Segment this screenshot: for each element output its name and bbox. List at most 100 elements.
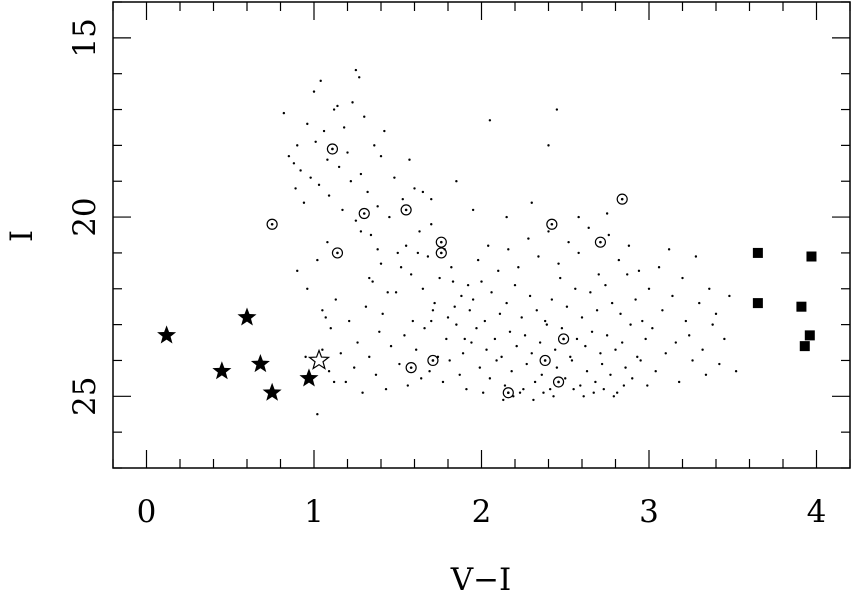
data-point [437, 356, 439, 358]
data-point [333, 381, 335, 383]
data-point [505, 216, 507, 218]
circled-point-center [410, 366, 413, 369]
data-point [328, 194, 330, 196]
data-point [408, 159, 410, 161]
y-axis-label: I [4, 230, 40, 242]
data-point [576, 338, 578, 340]
data-point [475, 327, 477, 329]
data-point [299, 169, 301, 171]
data-point [547, 144, 549, 146]
data-point [343, 126, 345, 128]
data-point [316, 413, 318, 415]
data-point [646, 384, 648, 386]
data-point [323, 130, 325, 132]
data-point [467, 284, 469, 286]
data-point [363, 116, 365, 118]
data-point [618, 259, 620, 261]
data-point [601, 363, 603, 365]
data-point [489, 119, 491, 121]
data-point [544, 320, 546, 322]
data-point [328, 370, 330, 372]
data-point [514, 284, 516, 286]
data-point [577, 252, 579, 254]
data-point [541, 374, 543, 376]
data-point [304, 356, 306, 358]
y-tick-label: 15 [67, 18, 103, 57]
circled-point-center [507, 391, 510, 394]
data-point [375, 374, 377, 376]
data-point [303, 202, 305, 204]
data-point [539, 341, 541, 343]
y-tick-label: 25 [67, 377, 103, 416]
data-point [383, 130, 385, 132]
data-point [356, 341, 358, 343]
data-point [376, 205, 378, 207]
data-point [412, 320, 414, 322]
data-point [688, 334, 690, 336]
data-point [443, 248, 445, 250]
circled-point-center [557, 381, 560, 384]
data-point [340, 352, 342, 354]
data-point [407, 384, 409, 386]
data-point [405, 245, 407, 247]
data-point [623, 384, 625, 386]
data-point [355, 69, 357, 71]
data-point [360, 173, 362, 175]
data-point [577, 216, 579, 218]
data-point [735, 370, 737, 372]
data-point [397, 252, 399, 254]
data-point [447, 316, 449, 318]
data-point [366, 191, 368, 193]
data-point [393, 176, 395, 178]
data-point [504, 384, 506, 386]
data-point [567, 241, 569, 243]
star-point [263, 383, 282, 401]
y-axis-tick-labels: 15 20 25 [67, 18, 103, 416]
data-point [380, 262, 382, 264]
data-point [675, 341, 677, 343]
data-point [708, 288, 710, 290]
data-point [413, 187, 415, 189]
data-point [556, 108, 558, 110]
data-point [371, 280, 373, 282]
data-point [532, 399, 534, 401]
data-point [531, 352, 533, 354]
square-point [800, 341, 810, 351]
data-point [661, 309, 663, 311]
data-point [551, 298, 553, 300]
x-tick-label: 0 [137, 494, 157, 530]
data-point [489, 377, 491, 379]
data-point [512, 395, 514, 397]
data-point [609, 374, 611, 376]
data-point [430, 198, 432, 200]
x-tick-label: 4 [807, 494, 827, 530]
data-point [671, 295, 673, 297]
data-point [385, 388, 387, 390]
data-point [318, 184, 320, 186]
data-point [641, 320, 643, 322]
circled-point-center [363, 212, 366, 215]
square-point [753, 248, 763, 258]
circled-point-center [440, 252, 443, 255]
data-point [433, 302, 435, 304]
data-point [566, 305, 568, 307]
data-point [368, 277, 370, 279]
data-point [370, 234, 372, 236]
data-point [494, 338, 496, 340]
data-point [519, 392, 521, 394]
data-point [358, 76, 360, 78]
data-point [330, 327, 332, 329]
data-point [561, 327, 563, 329]
data-point [606, 334, 608, 336]
y-tick-label: 20 [67, 197, 103, 236]
data-point [571, 359, 573, 361]
data-point [459, 374, 461, 376]
data-point [333, 108, 335, 110]
data-point [335, 298, 337, 300]
data-point [388, 216, 390, 218]
data-point [477, 259, 479, 261]
data-point [495, 359, 497, 361]
data-point [611, 302, 613, 304]
data-point [381, 313, 383, 315]
data-point [644, 338, 646, 340]
